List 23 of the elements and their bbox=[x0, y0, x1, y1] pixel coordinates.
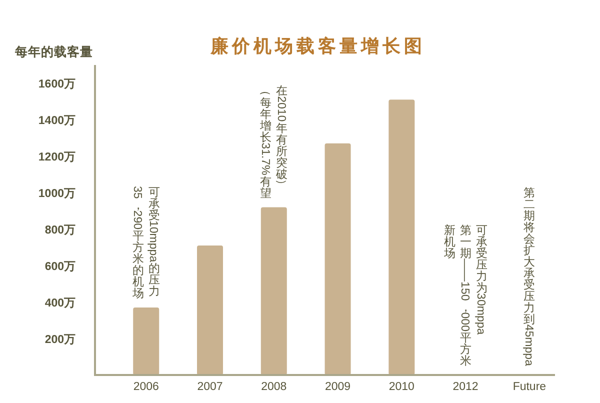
x-tick-label: 2007 bbox=[197, 381, 223, 393]
bar bbox=[260, 207, 287, 375]
y-tick-label: 1000万 bbox=[38, 187, 76, 200]
annotation: 新机场 bbox=[442, 223, 456, 260]
x-tick-label: 2010 bbox=[388, 381, 414, 393]
x-tick-label: 2006 bbox=[133, 381, 159, 393]
y-tick-label: 1400万 bbox=[38, 114, 76, 128]
y-tick-label: 1200万 bbox=[38, 150, 76, 164]
chart-title: 廉价机场载客量增长图 bbox=[210, 36, 426, 56]
y-axis-title: 每年的载客量 bbox=[14, 44, 93, 59]
bar bbox=[133, 308, 160, 375]
x-tick-label: 2008 bbox=[261, 381, 287, 393]
y-tick-label: 800万 bbox=[44, 224, 76, 237]
y-tick-label: 400万 bbox=[44, 296, 76, 310]
y-tick-label: 600万 bbox=[44, 260, 76, 274]
x-tick-label: 2012 bbox=[452, 381, 478, 393]
x-tick-label: Future bbox=[512, 381, 546, 393]
y-tick-label: 200万 bbox=[44, 333, 76, 346]
bar bbox=[324, 143, 351, 375]
bar bbox=[388, 100, 415, 375]
bar bbox=[197, 246, 223, 375]
x-tick-label: 2009 bbox=[324, 381, 351, 393]
y-tick-label: 1600万 bbox=[38, 78, 76, 91]
